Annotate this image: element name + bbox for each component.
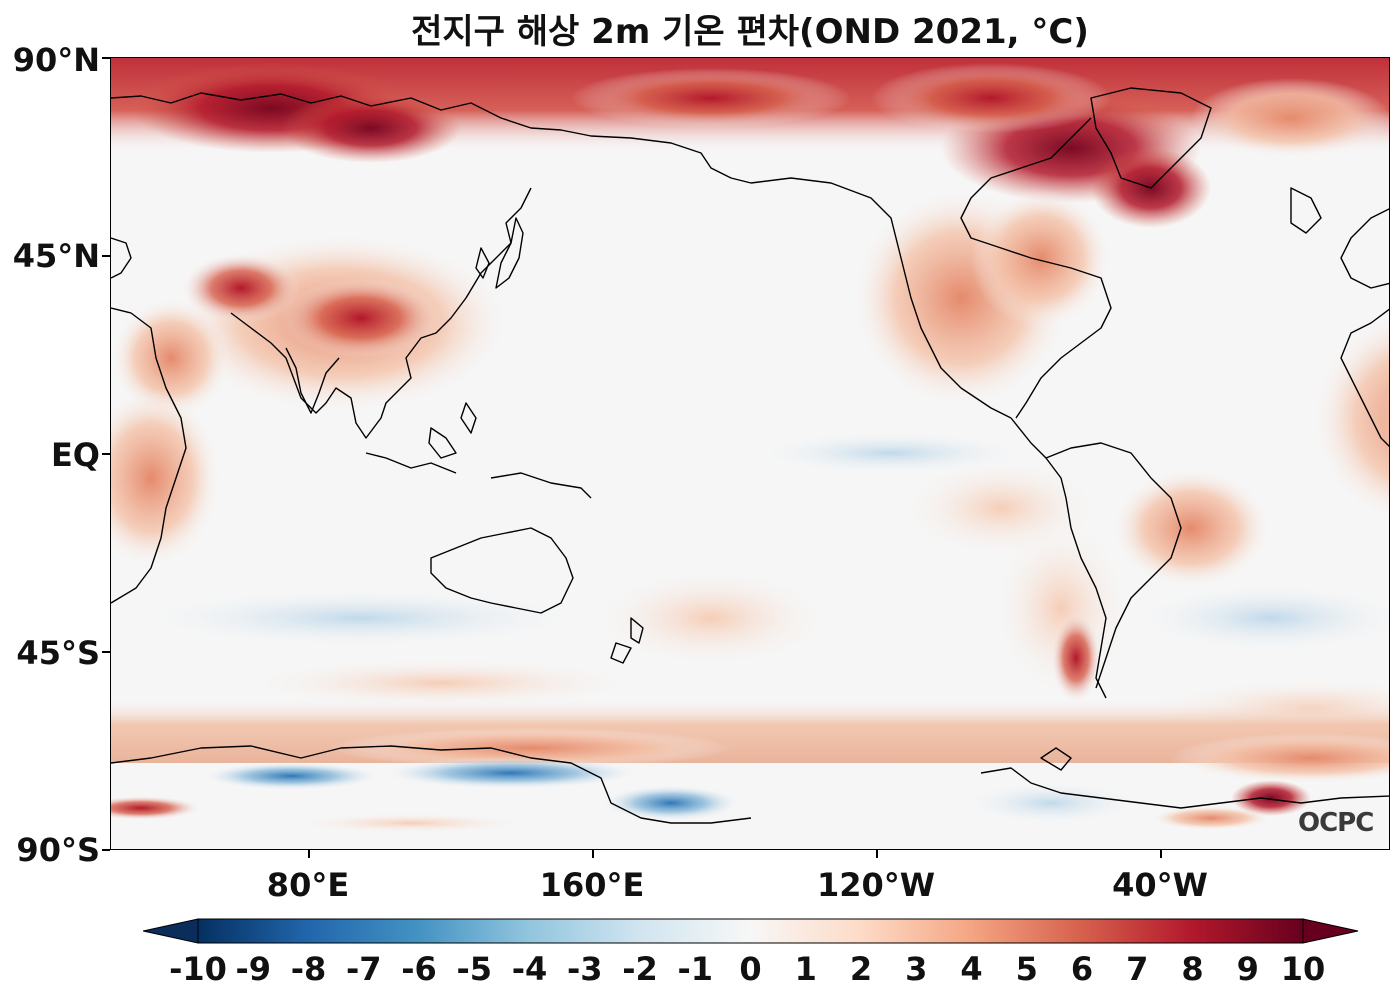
- lon-label-120w: 120°W: [816, 866, 936, 904]
- colorbar-tick-label: -3: [566, 950, 603, 988]
- colorbar-tick-label: 3: [905, 950, 928, 988]
- colorbar-min-extend: [143, 918, 199, 944]
- colorbar-tick-label: -9: [235, 950, 272, 988]
- colorbar-tick-label: 6: [1070, 950, 1094, 988]
- lat-tick: [102, 849, 110, 851]
- lon-tick: [308, 850, 310, 858]
- lat-tick: [102, 651, 110, 653]
- lon-tick: [1160, 850, 1162, 858]
- lat-label-eq: EQ: [50, 436, 100, 474]
- colorbar-tick-label: -5: [456, 950, 493, 988]
- lat-label-45n: 45°N: [12, 237, 100, 275]
- anomaly-field: [111, 58, 1389, 833]
- colorbar-tick-label: 4: [960, 950, 983, 988]
- lat-label-45s: 45°S: [16, 634, 100, 672]
- colorbar-tick-label: 8: [1181, 950, 1204, 988]
- colorbar-tick-label: -7: [345, 950, 382, 988]
- colorbar-tick-label: -2: [622, 950, 658, 988]
- colorbar-tick-label: -1: [677, 950, 714, 988]
- colorbar-tick-label: -8: [290, 950, 327, 988]
- lon-label-160e: 160°E: [539, 866, 645, 904]
- colorbar-tick-label: -10: [169, 950, 227, 988]
- colorbar-gradient: [197, 918, 1304, 944]
- lat-label-90s: 90°S: [16, 831, 100, 869]
- anomaly-map: [110, 57, 1390, 850]
- colorbar-max-extend: [1302, 918, 1359, 944]
- map-title: 전지구 해상 2m 기온 편차(OND 2021, °C): [411, 12, 1089, 52]
- colorbar-tick-label: -6: [401, 950, 437, 988]
- lon-tick: [876, 850, 878, 858]
- colorbar-tick-label: 9: [1236, 950, 1259, 988]
- lon-tick: [592, 850, 594, 858]
- colorbar-tick-label: -4: [511, 950, 548, 988]
- colorbar-tick-label: 2: [849, 950, 873, 988]
- lon-label-80e: 80°E: [266, 866, 350, 904]
- lat-tick: [102, 57, 110, 59]
- colorbar-tick-label: 1: [794, 950, 817, 988]
- lat-label-90n: 90°N: [12, 41, 100, 79]
- colorbar: [143, 918, 1359, 944]
- colorbar-tick-label: 5: [1015, 950, 1038, 988]
- lat-tick: [102, 453, 110, 455]
- lon-label-40w: 40°W: [1112, 866, 1208, 904]
- coastlines: [111, 87, 1389, 824]
- ocpc-logo: OCPC: [1298, 808, 1374, 838]
- lat-tick: [102, 255, 110, 257]
- colorbar-tick-label: 10: [1280, 950, 1326, 988]
- colorbar-tick-label: 7: [1126, 950, 1149, 988]
- colorbar-tick-label: 0: [739, 950, 762, 988]
